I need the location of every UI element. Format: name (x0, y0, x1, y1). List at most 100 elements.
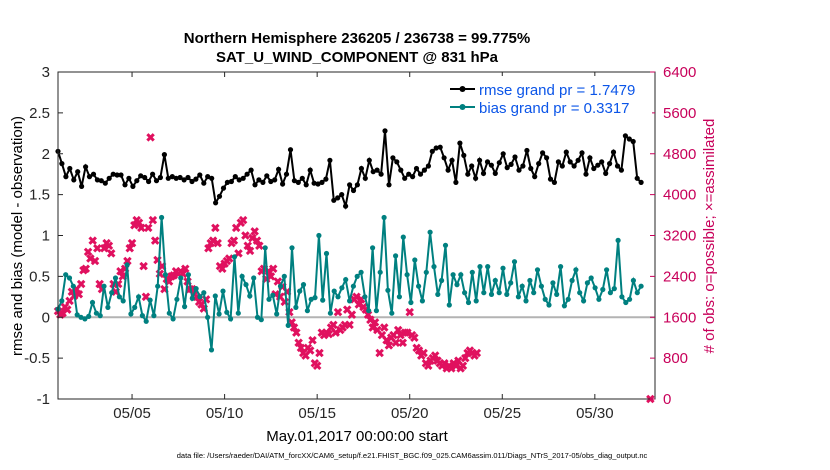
bias-point (300, 282, 307, 288)
obs-marker (296, 343, 306, 353)
bias-point (511, 259, 518, 265)
rmse-point (599, 159, 605, 165)
bias-point (611, 286, 617, 292)
rmse-point (453, 179, 459, 185)
bias-point (538, 283, 545, 289)
rmse-point (335, 195, 341, 201)
rmse-point (311, 180, 317, 186)
bias-point (304, 308, 310, 314)
bias-point (254, 314, 261, 320)
rmse-point (618, 167, 625, 173)
y2-tick-label: 6400 (663, 64, 696, 81)
rmse-point (579, 150, 585, 156)
obs-marker (312, 361, 322, 371)
bias-point (155, 283, 161, 289)
obs-marker (250, 227, 259, 236)
rmse-point (354, 182, 360, 188)
obs-marker (430, 351, 440, 360)
bias-point (132, 304, 138, 310)
bias-point (112, 275, 119, 281)
rmse-point (276, 166, 282, 172)
legend-bias-label: bias grand pr = 0.3317 (479, 100, 630, 117)
bias-point (182, 304, 188, 310)
bias-point (231, 254, 238, 260)
rmse-point (508, 161, 514, 167)
rmse-point (126, 175, 132, 181)
rmse-point (473, 175, 479, 181)
bias-point (604, 267, 610, 273)
rmse-point (536, 161, 542, 167)
obs-marker (104, 241, 114, 250)
bias-point (197, 294, 203, 300)
bias-point (136, 294, 142, 300)
rmse-point (315, 181, 321, 187)
obs-marker (308, 335, 317, 345)
rmse-point (402, 175, 408, 181)
rmse-point (492, 170, 498, 176)
rmse-point (283, 171, 290, 177)
bias-point (473, 298, 479, 304)
bias-point (623, 299, 629, 306)
rmse-point (295, 179, 301, 185)
bias-point (350, 283, 356, 289)
bias-point (235, 310, 241, 316)
obs-marker (224, 254, 234, 263)
bias-point (469, 269, 475, 275)
rmse-point (571, 163, 577, 169)
rmse-point (425, 163, 431, 169)
rmse-point (264, 173, 270, 179)
rmse-point (607, 161, 613, 167)
rmse-point (201, 180, 207, 186)
obs-marker (329, 320, 338, 330)
rmse-point (110, 171, 116, 177)
bias-point (143, 318, 149, 324)
bias-point (89, 299, 96, 306)
rmse-point (303, 182, 309, 188)
obs-marker (405, 307, 414, 317)
bias-point (442, 242, 449, 248)
rmse-point (465, 171, 471, 177)
rmse-point (319, 179, 325, 185)
y-tick-label: 1.5 (29, 187, 50, 204)
bias-point (162, 272, 168, 278)
rmse-point (142, 174, 148, 181)
rmse-point (390, 155, 396, 161)
rmse-point (386, 182, 392, 188)
rmse-point (551, 179, 558, 185)
bias-point (70, 283, 76, 289)
data-file-footnote: data file: /Users/raeder/DAI/ATM_forcXX/… (177, 451, 648, 460)
bias-point (519, 283, 525, 289)
bias-point (239, 273, 245, 279)
rmse-point (406, 171, 412, 177)
obs-marker (211, 223, 220, 233)
rmse-point (130, 183, 136, 189)
rmse-point (394, 159, 400, 165)
obs-marker (472, 348, 482, 358)
bias-point (619, 294, 625, 300)
rmse-point (331, 197, 337, 203)
rmse-point (185, 174, 191, 181)
bias-point (381, 214, 387, 221)
rmse-point (547, 176, 554, 182)
bias-point (312, 295, 318, 301)
rmse-point (587, 155, 593, 161)
rmse-point (228, 178, 234, 185)
bias-point (128, 311, 134, 317)
rmse-point (323, 176, 329, 182)
bias-point (93, 310, 99, 316)
rmse-point (79, 183, 85, 189)
bias-point (393, 253, 399, 259)
bias-point (446, 302, 452, 308)
rmse-point (575, 157, 581, 163)
y2-tick-label: 4800 (663, 146, 696, 163)
rmse-point (583, 171, 589, 177)
obs-marker (83, 247, 93, 257)
bias-point (504, 291, 510, 297)
chart-subtitle: SAT_U_WIND_COMPONENT @ 831 hPa (216, 49, 499, 66)
bias-point (412, 257, 418, 263)
rmse-point (94, 177, 100, 183)
rmse-point (559, 163, 565, 169)
obs-marker (181, 264, 190, 273)
obs-marker (347, 310, 357, 319)
